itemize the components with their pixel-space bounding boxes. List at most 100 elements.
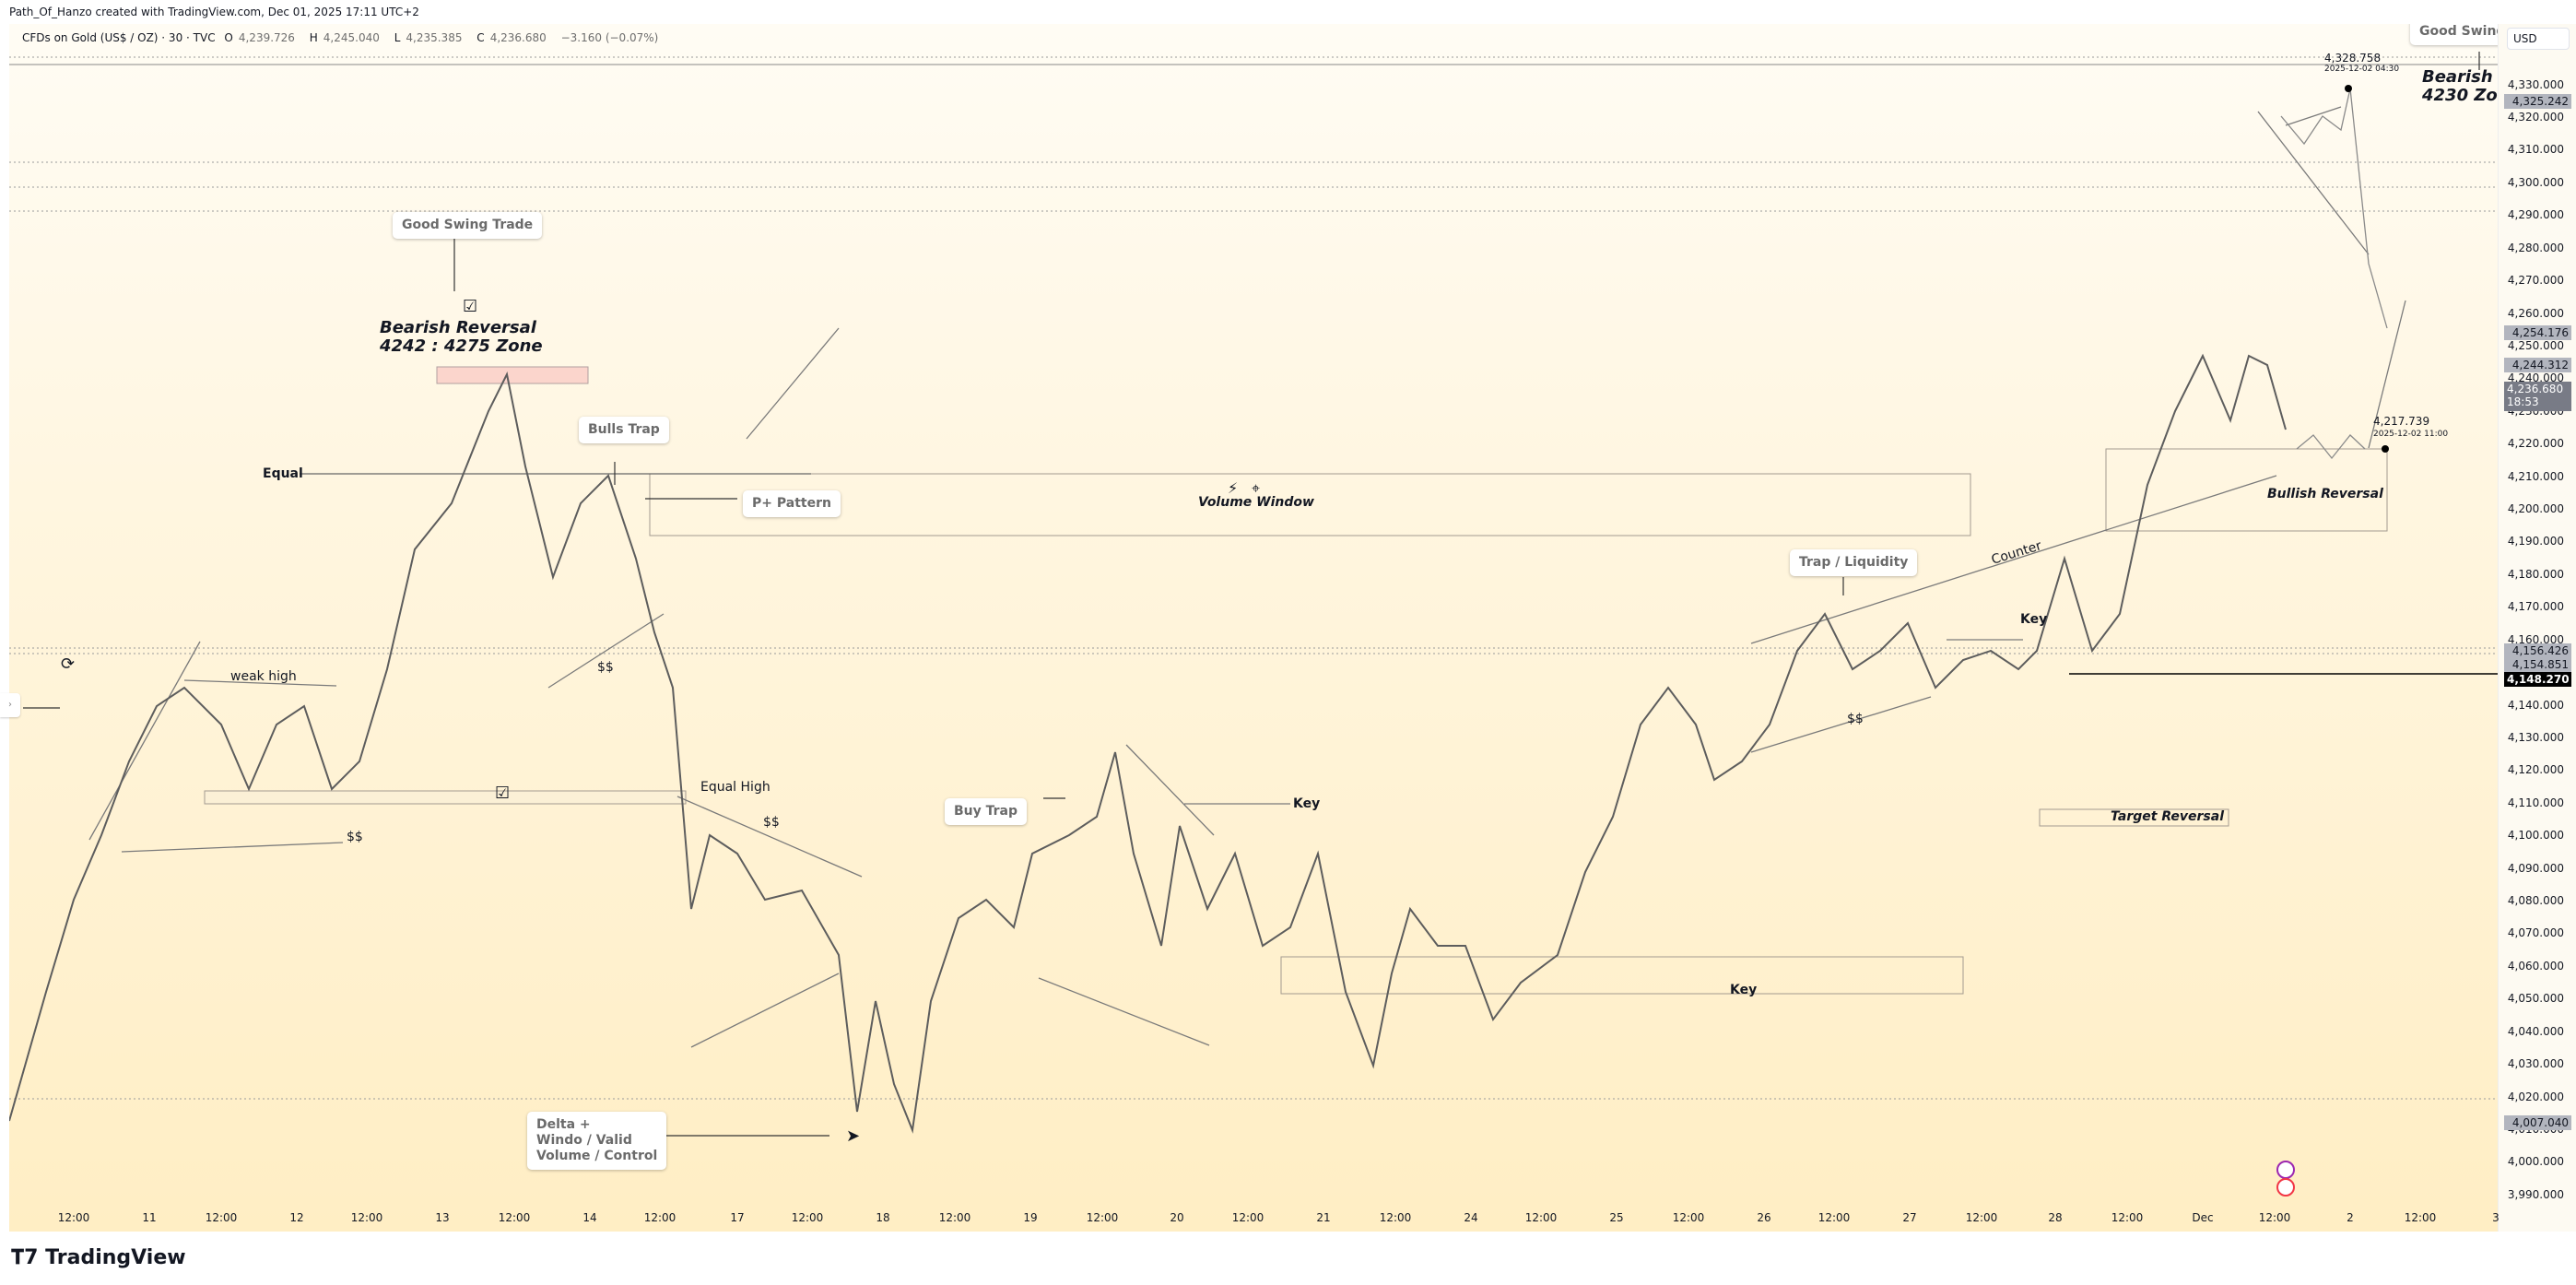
time-tick: 12 [289,1211,304,1224]
note-trap-liquidity[interactable]: Trap / Liquidity [1790,549,1918,576]
note-delta-window[interactable]: Delta + Windo / Valid Volume / Control [527,1112,667,1170]
label-liquidity-4: $$ [1847,712,1864,726]
label-key-3: Key [2020,612,2048,627]
projection-low-time: 2025-12-02 11:00 [2373,430,2449,439]
time-tick: 13 [435,1211,450,1224]
time-tick: 12:00 [2258,1211,2291,1224]
price-tick: 4,110.000 [2507,796,2564,809]
time-tick: 25 [1609,1211,1624,1224]
note-good-swing-trade[interactable]: Good Swing Trade [393,212,543,239]
cursor-arrow-icon: ➤ [846,1126,861,1146]
label-bearish-reversal: Bearish Reversal 4242 : 4275 Zone [380,318,543,356]
price-label: 4,007.040 [2504,1115,2571,1130]
price-tick: 4,020.000 [2507,1090,2564,1103]
time-tick: 18 [876,1211,890,1224]
symbol-name: CFDs on Gold (US$ / OZ) · 30 · TVC [22,31,216,44]
open-value: O 4,239.726 [224,31,295,44]
time-tick: 12:00 [938,1211,971,1224]
crosshair-icon: ⌖ [1252,479,1261,497]
time-tick: 2 [2347,1211,2354,1224]
price-tick: 4,220.000 [2507,437,2564,450]
price-tick: 4,330.000 [2507,78,2564,91]
price-tick: 4,040.000 [2507,1025,2564,1038]
time-tick: 12:00 [350,1211,383,1224]
price-tick: 4,260.000 [2507,307,2564,320]
note-bulls-trap[interactable]: Bulls Trap [579,417,669,443]
chart-pane[interactable]: CFDs on Gold (US$ / OZ) · 30 · TVC O 4,23… [9,24,2498,1232]
time-tick: 27 [1902,1211,1917,1224]
price-tick: 4,320.000 [2507,111,2564,124]
price-tick: 4,200.000 [2507,502,2564,515]
currency-selector[interactable]: USD [2507,28,2570,50]
price-tick: 4,090.000 [2507,862,2564,875]
change-value: −3.160 (−0.07%) [560,31,659,44]
brand-name: TradingView [45,1246,186,1269]
note-p-pattern[interactable]: P+ Pattern [743,490,841,517]
refresh-icon: ⟳ [61,654,76,674]
projection-low-price: 4,217.739 [2373,415,2430,428]
price-tick: 4,280.000 [2507,242,2564,254]
price-tick: 4,300.000 [2507,176,2564,189]
time-tick: 12:00 [2111,1211,2144,1224]
bar-countdown: 18:53 [2507,395,2539,408]
current-price-label: 4,236.680 18:53 [2504,382,2571,411]
label-liquidity-3: $$ [763,815,780,830]
time-tick: 12:00 [1379,1211,1412,1224]
time-tick: 12:00 [1817,1211,1851,1224]
note-buy-trap[interactable]: Buy Trap [945,798,1028,825]
time-tick: 12:00 [791,1211,824,1224]
close-value: C 4,236.680 [476,31,547,44]
price-tick: 4,270.000 [2507,274,2564,287]
checkbox-icon: ☑ [463,297,478,316]
label-equal-high: Equal High [700,780,770,795]
time-tick: 19 [1023,1211,1038,1224]
time-tick: 12:00 [57,1211,90,1224]
price-tick: 4,250.000 [2507,339,2564,352]
price-axis[interactable]: 4,330.000 4,320.000 4,310.000 4,300.000 … [2498,24,2576,1232]
price-tick: 4,160.000 [2507,633,2564,646]
time-tick: 24 [1464,1211,1478,1224]
price-tick: 3,990.000 [2507,1188,2564,1201]
checkbox-icon: ☑ [495,784,511,803]
tradingview-logo[interactable]: 𝐓𝟳 TradingView [11,1246,186,1269]
time-tick: 12:00 [1086,1211,1119,1224]
time-tick: 12:00 [1965,1211,1998,1224]
price-tick: 4,030.000 [2507,1057,2564,1070]
price-tick: 4,050.000 [2507,992,2564,1005]
price-tick: 4,290.000 [2507,208,2564,221]
time-tick: 12:00 [643,1211,676,1224]
collapse-panel-button[interactable]: › [0,693,20,717]
note-good-swing-trade-right[interactable]: Good Swing Tr [2410,24,2498,45]
time-tick: 12:00 [205,1211,238,1224]
price-tick: 4,080.000 [2507,894,2564,907]
label-volume-window: Volume Window [1198,495,1314,510]
time-tick: 17 [730,1211,745,1224]
time-tick: 12:00 [498,1211,531,1224]
price-plot[interactable] [9,24,2498,1232]
label-key-1: Key [1293,796,1321,811]
symbol-legend: CFDs on Gold (US$ / OZ) · 30 · TVC O 4,23… [22,31,664,44]
price-tick: 4,120.000 [2507,763,2564,776]
time-tick: 3 [2492,1211,2500,1224]
price-tick: 4,310.000 [2507,143,2564,156]
time-tick: 28 [2048,1211,2063,1224]
price-tick: 4,210.000 [2507,470,2564,483]
price-tick: 4,190.000 [2507,535,2564,548]
lightning-icon: ⚡ [1228,479,1239,497]
low-value: L 4,235.385 [394,31,463,44]
price-tick: 4,180.000 [2507,568,2564,581]
price-tick: 4,240.000 [2507,371,2564,384]
price-tick: 4,000.000 [2507,1155,2564,1168]
price-tick: 4,070.000 [2507,926,2564,939]
label-bearish-reversal-right: Bearish Re 4230 Zone [2422,67,2498,105]
time-tick: 12:00 [1231,1211,1264,1224]
time-axis[interactable]: 12:00 11 12:00 12 12:00 13 12:00 14 12:0… [9,1198,2500,1232]
price-tick: 4,170.000 [2507,600,2564,613]
time-tick: 21 [1316,1211,1331,1224]
current-price: 4,236.680 [2507,383,2564,395]
time-tick: 11 [142,1211,157,1224]
label-key-2: Key [1730,983,1758,997]
time-tick: 14 [582,1211,597,1224]
price-label: 4,148.270 [2504,672,2571,687]
label-liquidity-2: $$ [597,660,614,675]
